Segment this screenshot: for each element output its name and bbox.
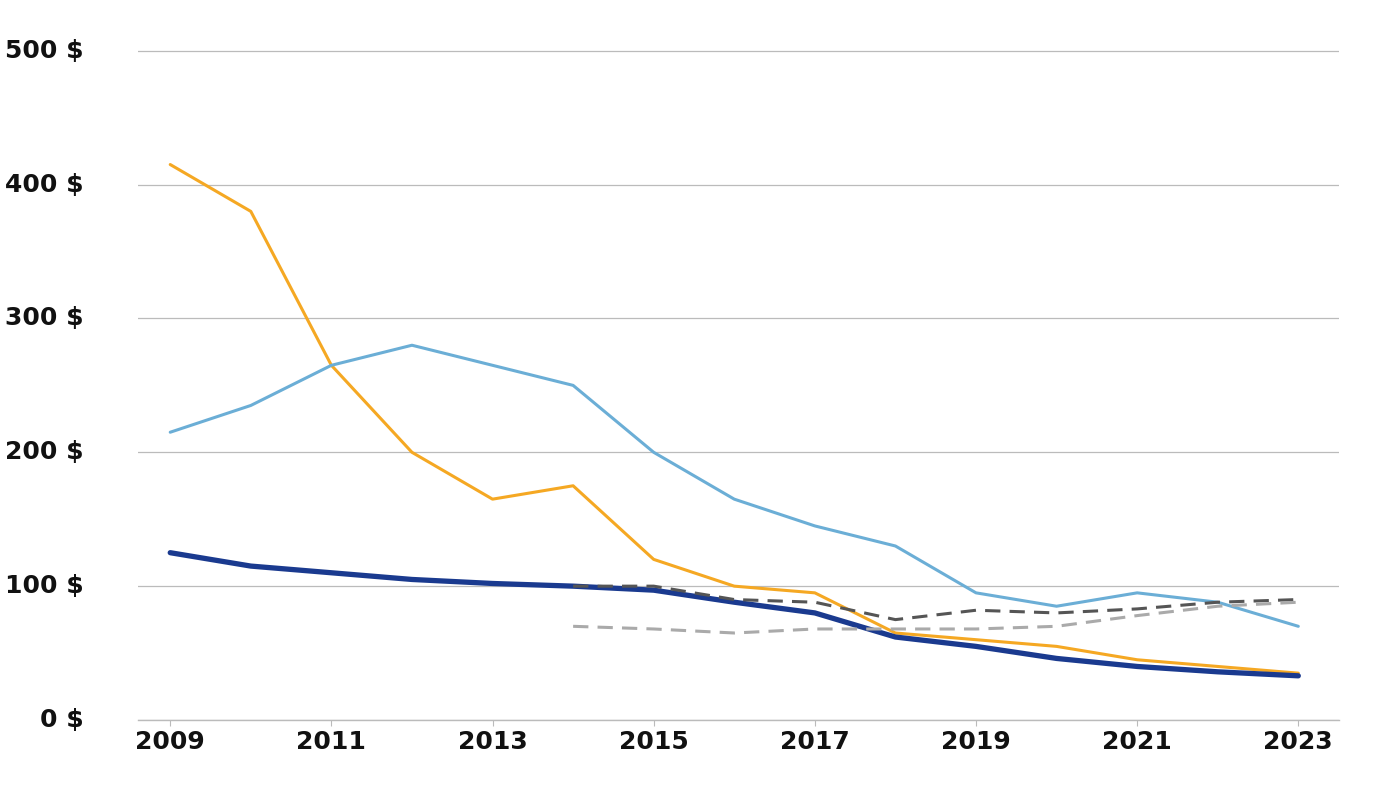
Text: 500 $: 500 $ bbox=[6, 38, 84, 62]
Text: 300 $: 300 $ bbox=[6, 306, 84, 330]
Text: 0 $: 0 $ bbox=[40, 708, 84, 732]
Text: 400 $: 400 $ bbox=[6, 173, 84, 197]
Text: 100 $: 100 $ bbox=[6, 574, 84, 598]
Text: 200 $: 200 $ bbox=[6, 440, 84, 464]
